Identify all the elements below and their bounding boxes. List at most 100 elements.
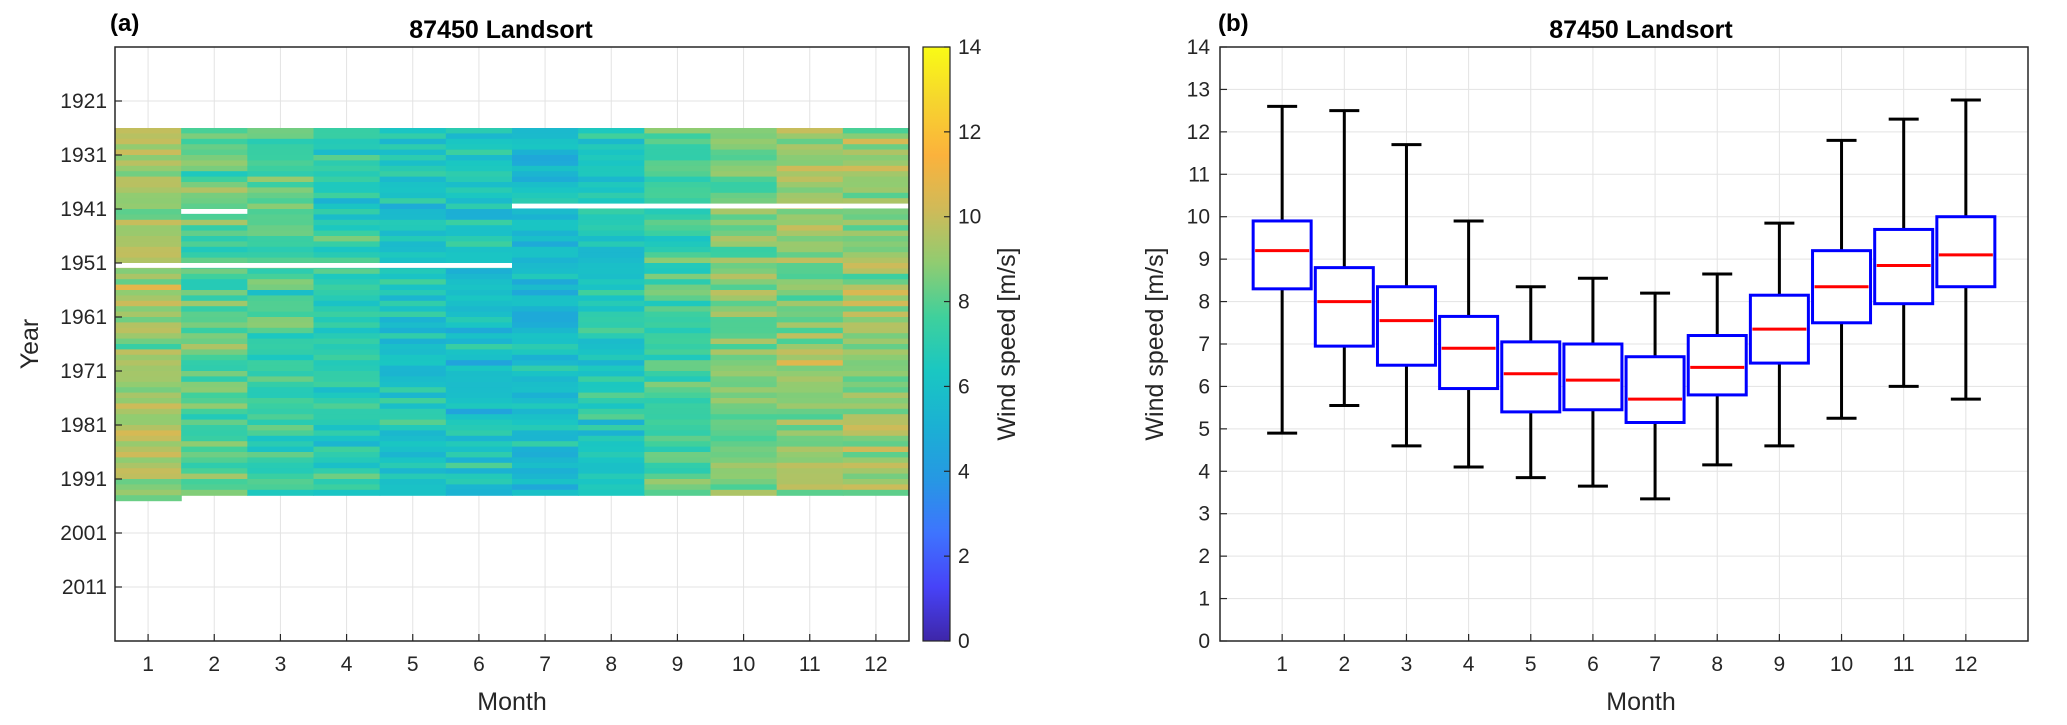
heatmap-cell [181,279,248,286]
heatmap-cell [313,327,381,334]
heatmap-cell [776,376,844,383]
heatmap-cell [115,317,182,323]
heatmap-cell [776,171,844,178]
heatmap-cell [710,241,778,248]
iqr-box [1500,340,1562,414]
heatmap-cell [379,457,447,464]
panel-a-ytick-label: 1941 [60,198,107,221]
heatmap-cell [445,128,513,134]
heatmap-cell [578,198,645,205]
heatmap-cell [379,192,447,199]
heatmap-cell [115,144,182,151]
heatmap-cell [578,338,645,345]
heatmap-cell [247,408,315,415]
heatmap-cell [379,144,447,151]
heatmap-cell [578,333,645,340]
heatmap-cell [644,371,712,377]
iqr-box [1935,215,1997,289]
heatmap-cell [776,290,844,296]
heatmap-cell [379,230,447,237]
heatmap-cell [247,300,315,307]
heatmap-cell [247,435,315,442]
heatmap-cell [445,284,513,291]
heatmap-cell [644,441,712,448]
heatmap-cell [710,187,778,194]
heatmap-cell [445,473,513,480]
heatmap-cell [578,165,645,172]
heatmap-cell [445,425,513,431]
heatmap-cell [578,236,645,242]
heatmap-cell [710,295,778,302]
heatmap-cell [644,144,712,151]
heatmap-cell [247,484,315,491]
heatmap-cell [313,338,381,345]
heatmap-cell [710,155,778,161]
heatmap-cell [710,398,778,404]
heatmap-cell [578,295,645,302]
heatmap-cell [313,311,381,318]
heatmap-cell [710,468,778,475]
heatmap-cell [512,279,579,286]
heatmap-cell [710,414,778,421]
heatmap-cell [710,403,778,410]
heatmap-cell [578,138,645,145]
heatmap-cell [512,198,579,205]
heatmap-cell [512,479,579,485]
heatmap-cell [776,457,844,464]
heatmap-cell [379,176,447,183]
heatmap-cell [379,273,447,280]
heatmap-cell [710,360,778,367]
iqr-box [1562,342,1624,412]
heatmap-cell [445,241,513,248]
heatmap-cell [512,484,579,491]
heatmap-cell [578,398,645,404]
heatmap-cell [247,381,315,388]
heatmap-cell [776,236,844,242]
heatmap-cell [644,187,712,194]
heatmap-cell [115,473,182,480]
panel-b-xtick-label: 8 [1711,653,1723,676]
heatmap-cell [578,452,645,458]
heatmap-cell [512,376,579,383]
heatmap-cell [313,165,381,172]
heatmap-cell [710,435,778,442]
heatmap-cell [181,241,248,248]
heatmap-cell [313,484,381,491]
panel-b-ytick-label: 8 [1198,291,1210,314]
heatmap-cell [842,182,910,188]
heatmap-cell [644,360,712,367]
heatmap-cell [842,155,910,161]
heatmap-cell [512,273,579,280]
heatmap-cell [776,387,844,394]
heatmap-cell [776,489,844,496]
heatmap-cell [115,338,182,345]
heatmap-cell [445,300,513,307]
heatmap-cell [776,333,844,340]
heatmap-cell [512,187,579,194]
heatmap-cell [181,311,248,318]
heatmap-cell [578,284,645,291]
heatmap-cell [379,398,447,404]
heatmap-cell [445,257,513,264]
heatmap-cell [313,160,381,167]
heatmap-cell [776,246,844,253]
heatmap-cell [445,165,513,172]
iqr-box [1686,334,1748,397]
heatmap-cell [578,300,645,307]
heatmap-cell [842,425,910,431]
heatmap-cell [578,214,645,221]
heatmap-cell [115,295,182,302]
heatmap-cell [445,149,513,156]
heatmap-cell [445,452,513,458]
heatmap-cell [512,381,579,388]
heatmap-cell [247,462,315,469]
heatmap-cell [181,398,248,404]
heatmap-cell [379,171,447,178]
heatmap-cell [115,403,182,410]
panel-b-xtick-label: 1 [1276,653,1288,676]
heatmap-cell [578,290,645,296]
heatmap-cell [115,479,182,485]
heatmap-cell [644,214,712,221]
heatmap-cell [313,187,381,194]
